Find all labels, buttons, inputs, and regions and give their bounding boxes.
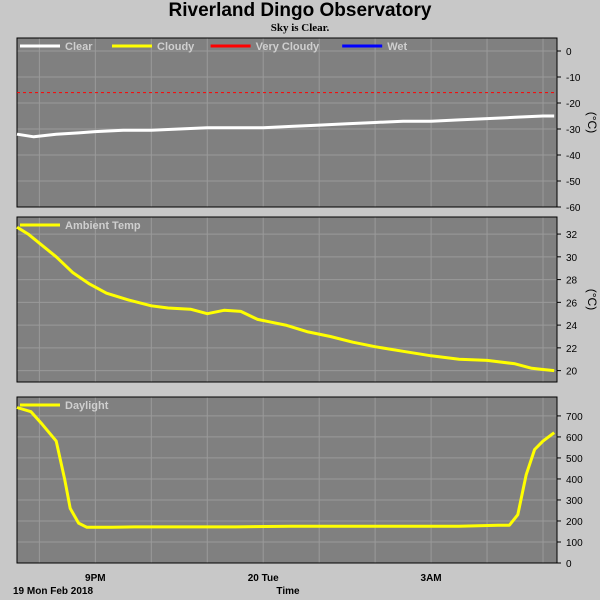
legend-label: Very Cloudy — [256, 41, 320, 53]
x-tick-label: 20 Tue — [248, 573, 279, 584]
sky-status: Sky is Clear. — [270, 22, 330, 34]
plot-border — [16, 216, 558, 383]
panel-sky: 0 -10 -20 -30 -40 -50 -60 (°C) Clear Cloudy Very C… — [16, 37, 599, 214]
plot-border — [16, 396, 558, 564]
y-tick-label: 400 — [566, 475, 583, 486]
y-axis-unit: (°C) — [585, 289, 599, 310]
y-tick-label: -20 — [566, 99, 581, 110]
y-tick-label: 30 — [566, 253, 578, 264]
plot-area — [17, 38, 557, 207]
y-tick-label: 700 — [566, 412, 583, 423]
y-tick-label: 20 — [566, 367, 578, 378]
legend-label: Daylight — [65, 400, 109, 412]
y-tick-label: 600 — [566, 433, 583, 444]
x-tick-label: 9PM — [85, 573, 106, 584]
y-tick-label: 0 — [566, 559, 572, 570]
y-tick-label: -40 — [566, 151, 581, 162]
y-tick-label: -10 — [566, 73, 581, 84]
y-axis-unit: (°C) — [585, 112, 599, 133]
plot-area — [17, 397, 557, 563]
y-tick-label: 0 — [566, 47, 572, 58]
y-tick-label: 22 — [566, 344, 578, 355]
y-tick-label: -60 — [566, 203, 581, 214]
x-axis-title: Time — [276, 586, 300, 597]
y-tick-label: 300 — [566, 496, 583, 507]
y-tick-label: 26 — [566, 298, 578, 309]
panel-daylight: 0 100 200 300 400 500 600 700 Daylight — [16, 396, 583, 570]
x-tick-label: 3AM — [421, 573, 442, 584]
y-tick-label: 500 — [566, 454, 583, 465]
date-label: 19 Mon Feb 2018 — [13, 586, 93, 597]
y-tick-label: -30 — [566, 125, 581, 136]
legend-label: Cloudy — [157, 41, 195, 53]
y-tick-label: 28 — [566, 276, 578, 287]
panel-ambient: 20 22 24 26 28 30 32 (°C) Ambient Temp — [16, 216, 599, 383]
series-line-daylight — [16, 406, 556, 529]
page-title: Riverland Dingo Observatory — [168, 0, 432, 21]
series-line-ambient-temp — [16, 225, 555, 373]
y-tick-label: -50 — [566, 177, 581, 188]
y-tick-label: 100 — [566, 538, 583, 549]
plot-border — [16, 37, 558, 208]
legend-label: Clear — [65, 41, 93, 53]
y-tick-label: 24 — [566, 321, 578, 332]
y-tick-label: 32 — [566, 230, 578, 241]
series-line-clear — [16, 114, 555, 139]
y-tick-label: 200 — [566, 517, 583, 528]
plot-area — [17, 217, 557, 382]
legend-label: Ambient Temp — [65, 220, 141, 232]
legend-label: Wet — [387, 41, 407, 53]
